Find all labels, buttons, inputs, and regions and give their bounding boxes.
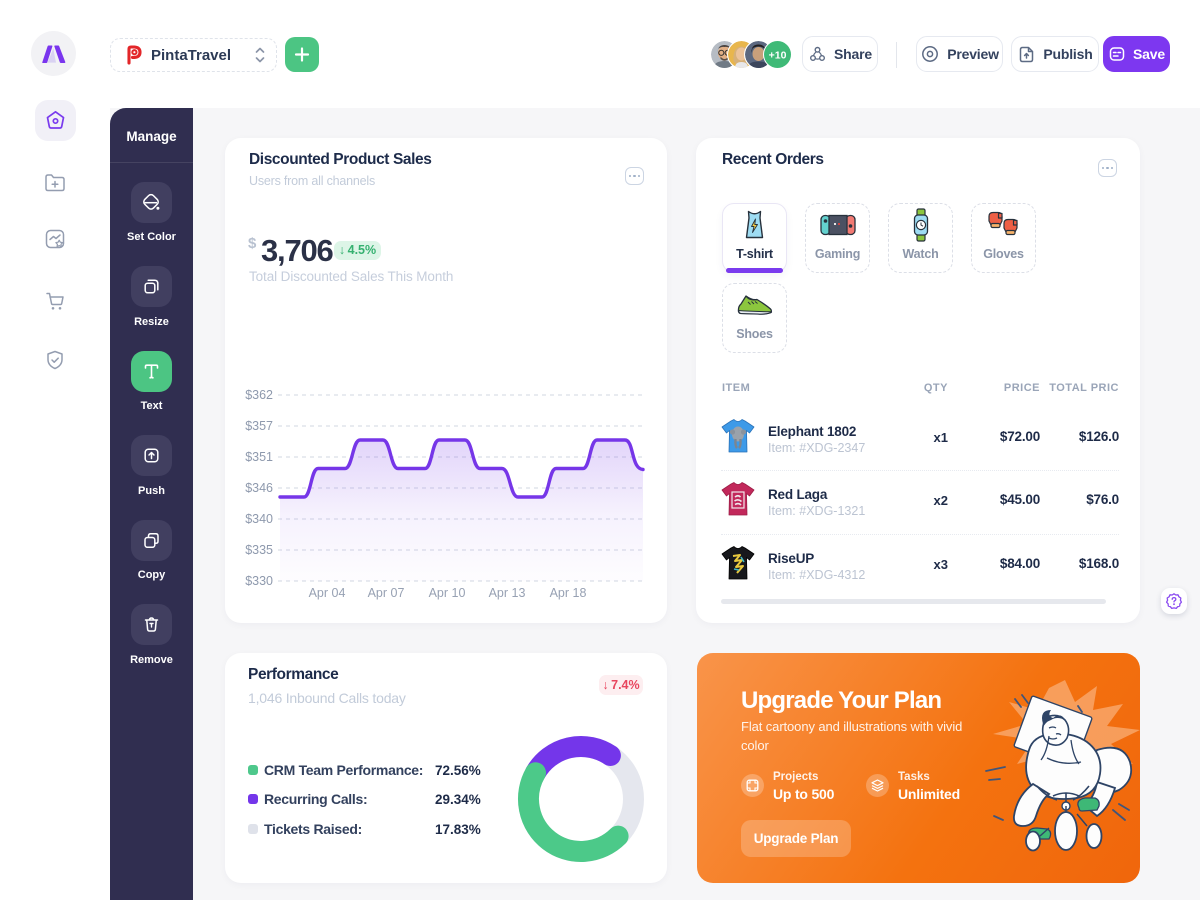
svg-text:Apr 04: Apr 04 — [309, 586, 346, 600]
svg-text:Apr 13: Apr 13 — [489, 586, 526, 600]
svg-text:Apr 07: Apr 07 — [368, 586, 405, 600]
svg-text:$362: $362 — [245, 388, 273, 402]
svg-text:$357: $357 — [245, 419, 273, 433]
svg-text:Apr 18: Apr 18 — [550, 586, 587, 600]
svg-text:$351: $351 — [245, 450, 273, 464]
svg-text:$340: $340 — [245, 512, 273, 526]
svg-text:Apr 10: Apr 10 — [429, 586, 466, 600]
svg-text:$346: $346 — [245, 481, 273, 495]
svg-text:$335: $335 — [245, 543, 273, 557]
svg-text:$330: $330 — [245, 574, 273, 588]
svg-text:+10: +10 — [769, 50, 787, 62]
